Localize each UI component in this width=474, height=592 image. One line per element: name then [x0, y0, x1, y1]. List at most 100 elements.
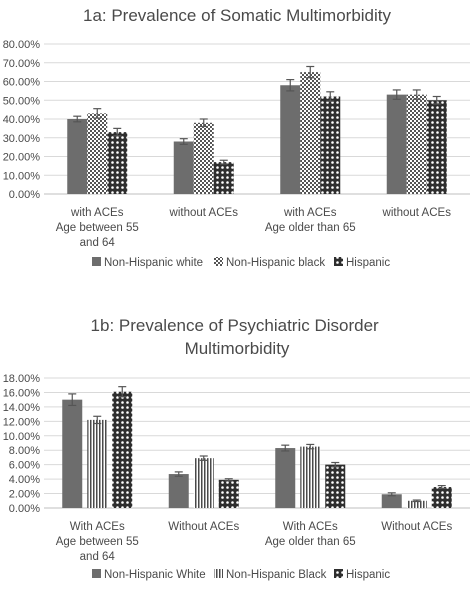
- y-tick-label: 8.00%: [9, 445, 40, 457]
- error-bar: [437, 485, 446, 490]
- bar: [320, 96, 341, 194]
- y-tick-label: 10.00%: [3, 431, 41, 443]
- legend-label: Hispanic: [346, 257, 390, 269]
- chart-1a-y-axis: 0.00% 10.00% 20.00% 30.00% 40.00% 50.00% 60.00…: [3, 39, 41, 201]
- chart-1a-x-axis: with ACEs Age between 55 and 64 without ACE…: [56, 207, 452, 249]
- chart-1b-x-axis: With ACEs Age between 55 and 64 Without ACE…: [56, 521, 453, 563]
- y-tick-label: 12.00%: [3, 416, 41, 428]
- error-bar: [174, 471, 183, 477]
- legend-swatch: [214, 569, 223, 578]
- bar: [386, 94, 407, 194]
- y-tick-label: 14.00%: [3, 402, 41, 414]
- bar: [300, 446, 321, 508]
- error-bar: [306, 443, 315, 450]
- chart-1b-y-axis: 0.00% 2.00% 4.00% 6.00% 8.00% 10.00% 12.00% 14.…: [3, 373, 41, 515]
- chart-1b: 1b: Prevalence of Psychiatric Disorder M…: [3, 316, 470, 581]
- bar: [112, 391, 133, 508]
- y-tick-label: 18.00%: [3, 373, 41, 385]
- bar: [431, 487, 452, 508]
- bar: [325, 464, 346, 508]
- chart-1a: 1a: Prevalence of Somatic Multimorbidity…: [3, 6, 470, 269]
- bar: [275, 448, 296, 508]
- error-bar: [224, 478, 233, 482]
- error-bar: [199, 455, 208, 461]
- error-bar: [306, 65, 315, 79]
- error-bar: [326, 91, 335, 102]
- legend-swatch: [92, 257, 101, 266]
- x-tick-label: without ACEs: [382, 207, 452, 219]
- y-tick-label: 16.00%: [3, 387, 41, 399]
- error-bar: [286, 79, 295, 92]
- error-bar: [281, 444, 290, 452]
- legend-label: Non-Hispanic Black: [226, 569, 327, 581]
- bar: [381, 494, 402, 508]
- y-tick-label: 0.00%: [9, 189, 40, 201]
- legend-label: Hispanic: [346, 569, 390, 581]
- y-tick-label: 20.00%: [3, 152, 41, 164]
- error-bar: [113, 127, 122, 137]
- y-tick-label: 30.00%: [3, 133, 41, 145]
- error-bar: [179, 138, 188, 145]
- chart-1b-title: 1b: Prevalence of Psychiatric Disorder M…: [91, 316, 384, 358]
- error-bar: [93, 415, 102, 425]
- y-tick-label: 10.00%: [3, 170, 41, 182]
- bar: [213, 162, 234, 194]
- bar: [107, 132, 128, 194]
- bar: [193, 122, 214, 194]
- chart-1a-legend: Non-Hispanic white Non-Hispanic black Hisp…: [92, 257, 390, 269]
- bar: [300, 72, 321, 194]
- bar: [87, 419, 108, 508]
- legend-swatch: [334, 257, 343, 266]
- bar: [426, 100, 447, 194]
- y-tick-label: 50.00%: [3, 95, 41, 107]
- error-bar: [432, 95, 441, 105]
- bar: [218, 479, 239, 508]
- bar: [168, 474, 189, 508]
- error-bar: [68, 393, 77, 407]
- chart-1b-title-line-1: 1b: Prevalence of Psychiatric Disorder: [91, 316, 380, 335]
- legend-swatch: [214, 257, 223, 266]
- error-bar: [118, 386, 127, 398]
- bar: [67, 119, 88, 194]
- error-bar: [392, 89, 401, 100]
- x-tick-label: Without ACEs: [168, 521, 239, 533]
- bar: [62, 399, 83, 508]
- error-bar: [412, 89, 421, 100]
- error-bar: [219, 159, 228, 165]
- error-bar: [331, 461, 340, 468]
- x-tick-label: with ACEs Age between 55 and 64: [56, 207, 139, 249]
- legend-label: Non-Hispanic black: [226, 257, 325, 269]
- error-bar: [199, 118, 208, 128]
- x-tick-label: With ACEs Age between 55 and 64: [56, 521, 139, 563]
- y-tick-label: 40.00%: [3, 114, 41, 126]
- bar: [406, 500, 427, 508]
- x-tick-label: With ACEs Age older than 65: [265, 521, 356, 548]
- y-tick-label: 80.00%: [3, 39, 41, 51]
- y-tick-label: 60.00%: [3, 77, 41, 89]
- y-tick-label: 4.00%: [9, 474, 40, 486]
- error-bar: [412, 499, 421, 503]
- error-bar: [93, 108, 102, 119]
- x-tick-label: Without ACEs: [381, 521, 452, 533]
- legend-swatch: [92, 569, 101, 578]
- error-bar: [387, 492, 396, 497]
- chart-1b-bars: [62, 386, 452, 508]
- error-bar: [73, 115, 82, 123]
- chart-1b-gridlines: [44, 377, 470, 509]
- legend-swatch: [334, 569, 343, 578]
- bar: [87, 113, 108, 194]
- y-tick-label: 0.00%: [9, 503, 40, 515]
- bar: [193, 458, 214, 508]
- x-tick-label: with ACEs Age older than 65: [265, 207, 356, 234]
- y-tick-label: 6.00%: [9, 460, 40, 472]
- chart-1b-title-line-2: Multimorbidity: [185, 339, 290, 358]
- y-tick-label: 70.00%: [3, 58, 41, 70]
- chart-1a-title: 1a: Prevalence of Somatic Multimorbidity: [83, 6, 392, 25]
- x-tick-label: without ACEs: [169, 207, 239, 219]
- chart-1a-bars: [67, 65, 447, 194]
- y-tick-label: 2.00%: [9, 489, 40, 501]
- bar: [173, 141, 194, 194]
- bar: [280, 85, 301, 194]
